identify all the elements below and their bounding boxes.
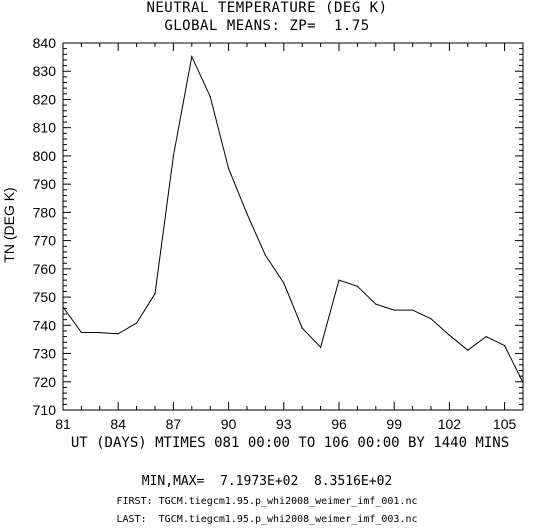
y-tick-label: 710 bbox=[33, 402, 57, 418]
plot-frame bbox=[62, 42, 524, 411]
series-layer bbox=[62, 54, 524, 384]
data-point bbox=[209, 96, 211, 98]
data-point bbox=[191, 55, 193, 58]
x-tick-label: 84 bbox=[110, 416, 126, 432]
y-tick-label: 800 bbox=[33, 148, 57, 164]
data-point bbox=[172, 155, 174, 157]
data-point bbox=[264, 254, 266, 256]
y-axis-label: TN (DEG K) bbox=[1, 187, 17, 262]
y-tick-label: 780 bbox=[33, 204, 57, 220]
y-tick-label: 810 bbox=[33, 120, 57, 136]
y-tick-label: 790 bbox=[33, 176, 57, 192]
data-point bbox=[504, 345, 506, 347]
data-point bbox=[430, 318, 432, 320]
data-point bbox=[522, 382, 524, 384]
data-point bbox=[412, 309, 414, 311]
data-point bbox=[393, 309, 395, 311]
data-point bbox=[320, 346, 322, 348]
y-tick-label: 830 bbox=[33, 63, 57, 79]
data-point bbox=[467, 349, 469, 351]
x-tick-label: 99 bbox=[386, 416, 402, 432]
data-point bbox=[283, 282, 285, 284]
y-tick-label: 750 bbox=[33, 289, 57, 305]
data-point bbox=[485, 336, 487, 338]
x-tick-label: 96 bbox=[331, 416, 347, 432]
chart-subtitle: GLOBAL MEANS: ZP= 1.75 bbox=[164, 18, 370, 34]
x-tick-label: 81 bbox=[55, 416, 71, 432]
last-file-label: LAST: TGCM.tiegcm1.95.p_whi2008_weimer_i… bbox=[116, 514, 418, 525]
data-point bbox=[338, 279, 340, 281]
data-point bbox=[301, 327, 303, 329]
data-point bbox=[136, 322, 138, 324]
data-point bbox=[99, 332, 101, 334]
temperature-line bbox=[62, 54, 524, 383]
data-point bbox=[246, 213, 248, 215]
data-point bbox=[154, 293, 156, 295]
data-point bbox=[448, 334, 450, 336]
data-point bbox=[356, 285, 358, 287]
y-tick-label: 840 bbox=[33, 35, 57, 51]
chart-area: 81 84 87 90 93 96 99 102 105 710 720 730 740 750 760 77… bbox=[1, 35, 524, 451]
x-tick-label: 87 bbox=[166, 416, 182, 432]
x-axis-label: UT (DAYS) MTIMES 081 00:00 TO 106 00:00 … bbox=[71, 435, 509, 451]
data-point bbox=[80, 331, 82, 333]
tick-labels: 81 84 87 90 93 96 99 102 105 710 720 730 740 750 760 77… bbox=[33, 35, 517, 432]
y-tick-label: 770 bbox=[33, 233, 57, 249]
y-tick-label: 740 bbox=[33, 317, 57, 333]
data-point bbox=[228, 168, 230, 170]
y-tick-label: 720 bbox=[33, 374, 57, 390]
tick-marks bbox=[62, 42, 524, 411]
y-tick-label: 730 bbox=[33, 346, 57, 362]
x-tick-label: 102 bbox=[438, 416, 462, 432]
x-tick-label: 90 bbox=[221, 416, 237, 432]
y-tick-label: 760 bbox=[33, 261, 57, 277]
data-point bbox=[117, 333, 119, 335]
y-tick-label: 820 bbox=[33, 91, 57, 107]
x-tick-label: 93 bbox=[276, 416, 292, 432]
axes bbox=[62, 42, 524, 411]
data-point bbox=[375, 303, 377, 305]
data-point bbox=[62, 306, 64, 308]
x-tick-label: 105 bbox=[493, 416, 517, 432]
min-max-readout: MIN,MAX= 7.1973E+02 8.3516E+02 bbox=[141, 474, 393, 489]
first-file-label: FIRST: TGCM.tiegcm1.95.p_whi2008_weimer_… bbox=[116, 496, 418, 507]
chart-title: NEUTRAL TEMPERATURE (DEG K) bbox=[146, 0, 388, 16]
